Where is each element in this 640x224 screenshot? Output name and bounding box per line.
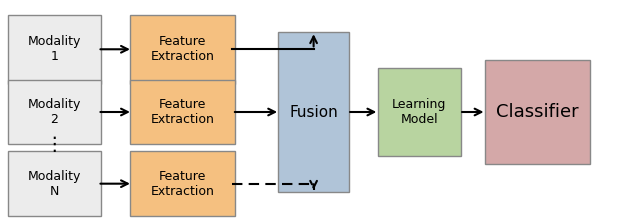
Text: Modality
1: Modality 1 (28, 35, 81, 63)
FancyBboxPatch shape (129, 80, 235, 144)
Text: Feature
Extraction: Feature Extraction (150, 98, 214, 126)
Text: Modality
2: Modality 2 (28, 98, 81, 126)
Text: Modality
N: Modality N (28, 170, 81, 198)
Text: Feature
Extraction: Feature Extraction (150, 35, 214, 63)
FancyBboxPatch shape (129, 151, 235, 216)
FancyBboxPatch shape (129, 15, 235, 84)
Text: Learning
Model: Learning Model (392, 98, 446, 126)
Text: Classifier: Classifier (496, 103, 579, 121)
Text: Feature
Extraction: Feature Extraction (150, 170, 214, 198)
FancyBboxPatch shape (8, 80, 101, 144)
FancyBboxPatch shape (378, 68, 461, 156)
Text: Fusion: Fusion (289, 105, 338, 119)
FancyBboxPatch shape (8, 15, 101, 84)
FancyBboxPatch shape (8, 151, 101, 216)
FancyBboxPatch shape (485, 60, 590, 164)
FancyBboxPatch shape (278, 32, 349, 192)
Text: ⋮: ⋮ (45, 135, 64, 154)
